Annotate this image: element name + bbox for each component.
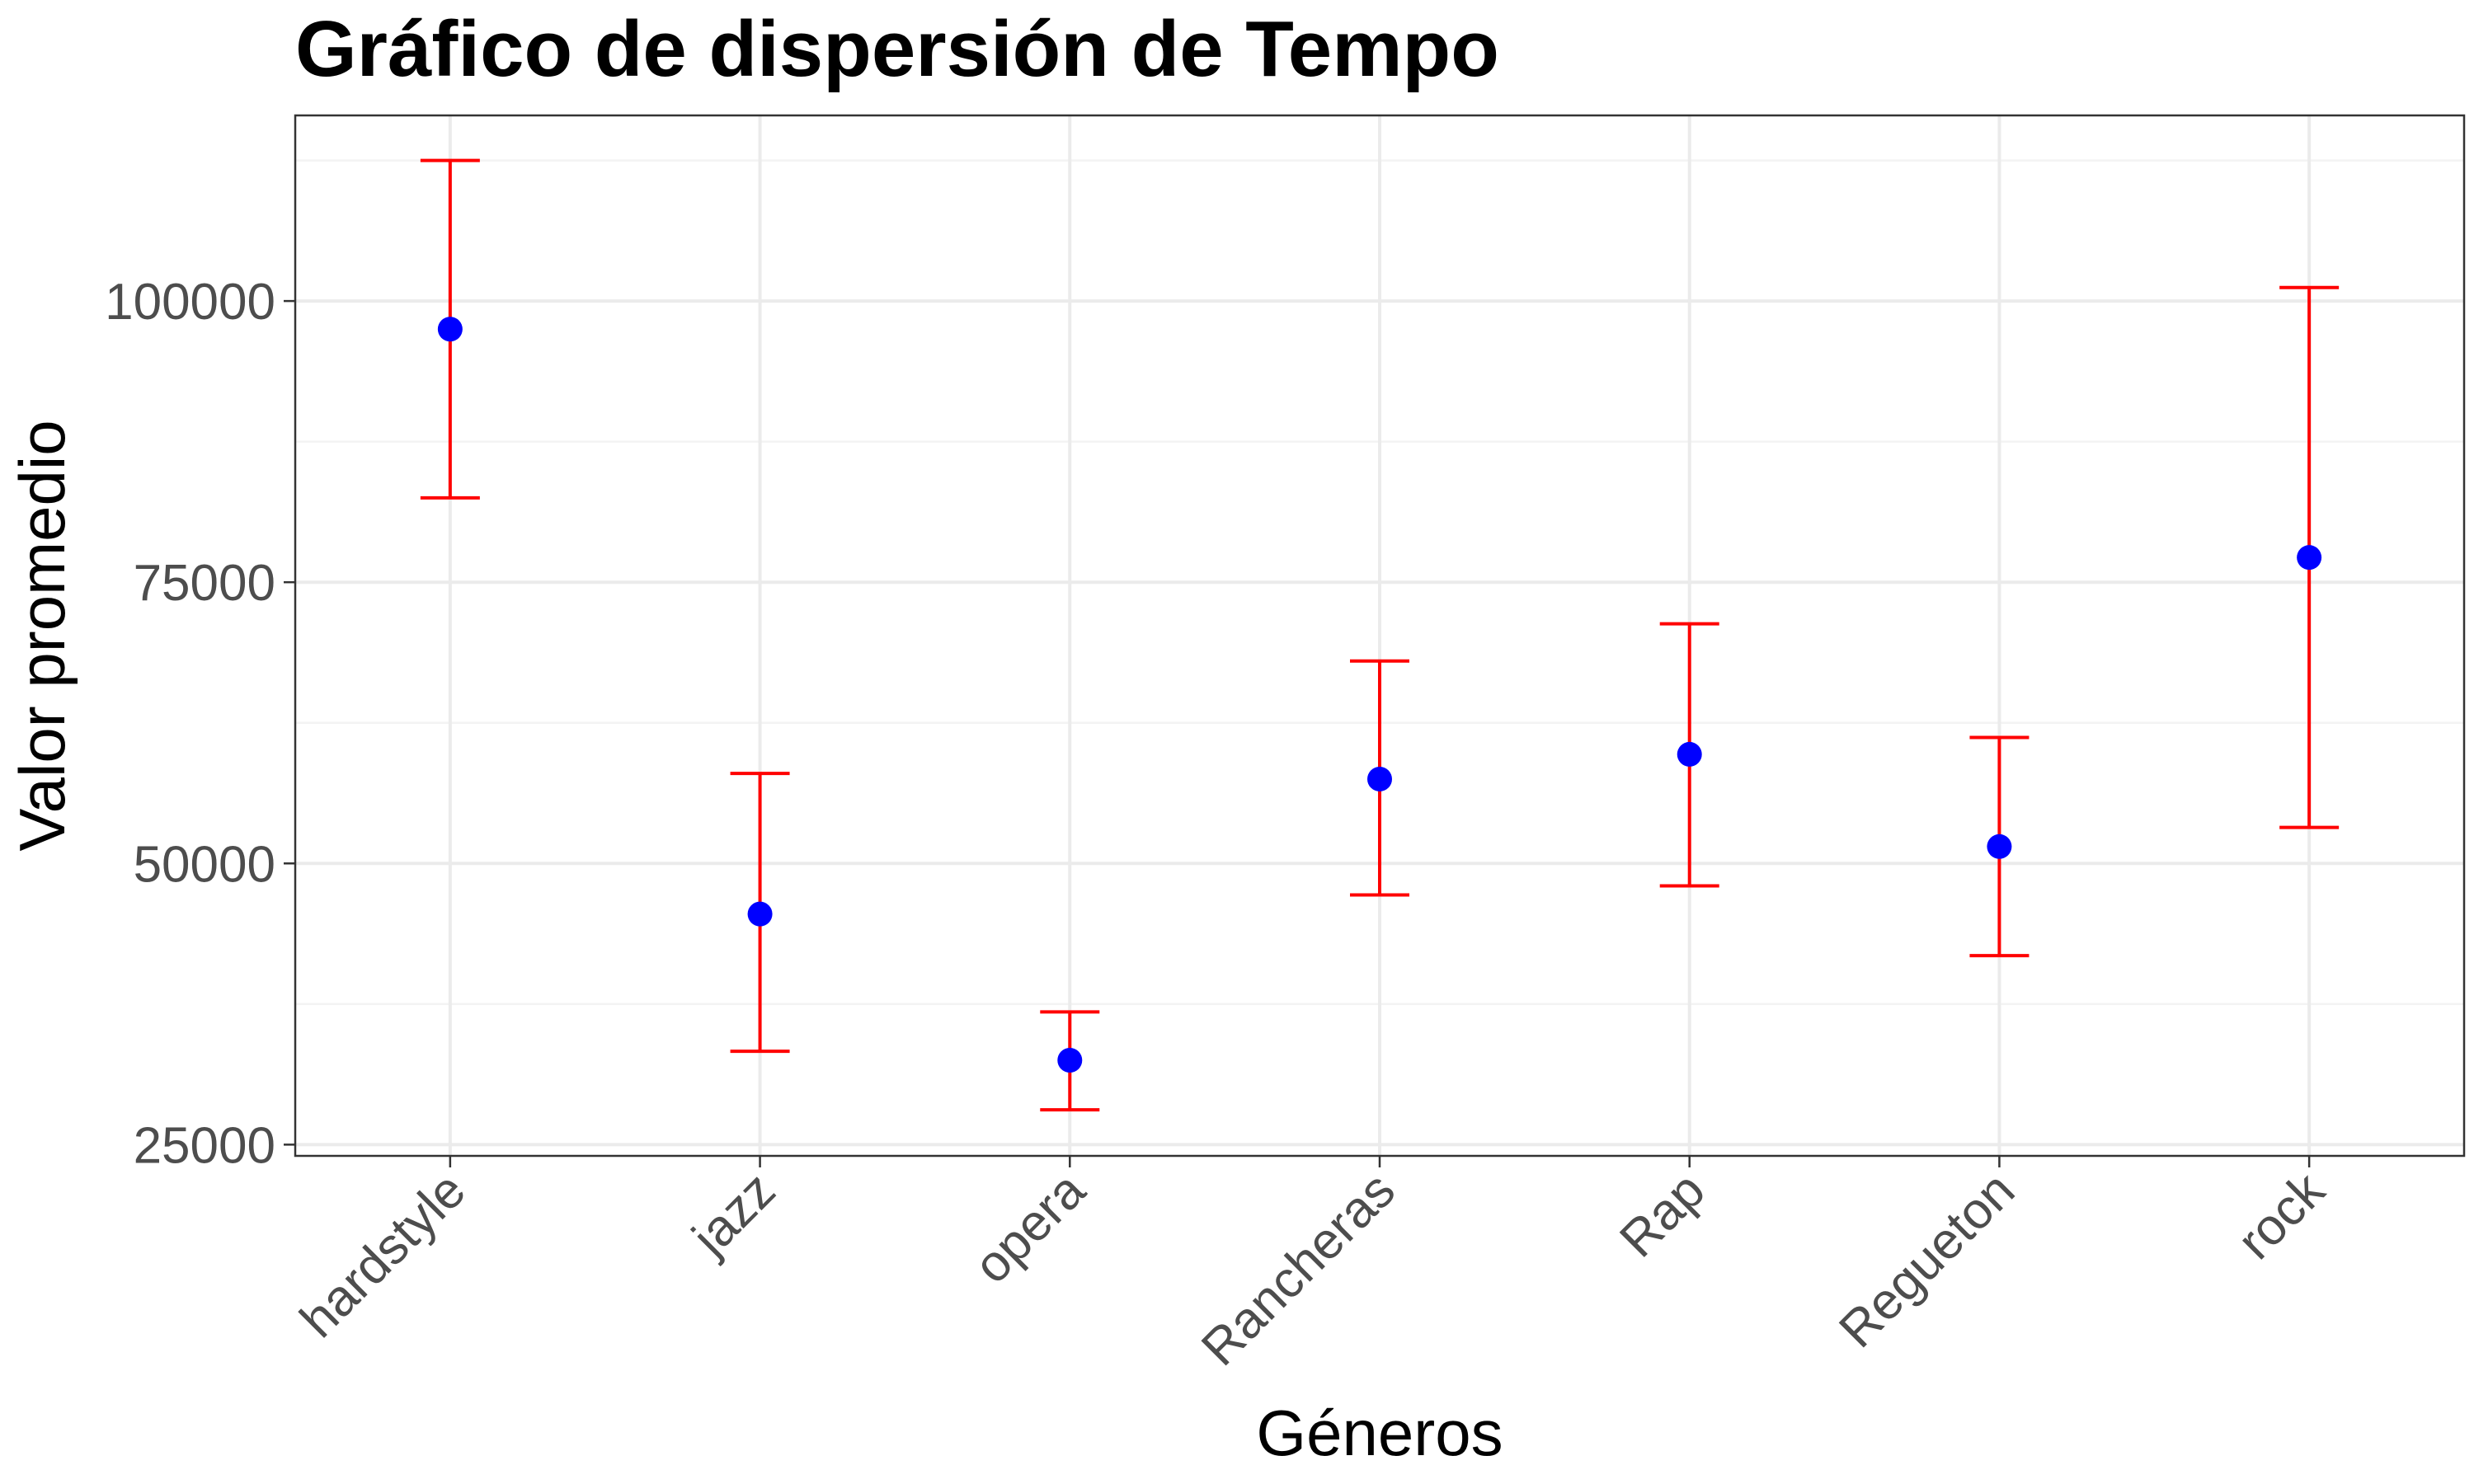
data-point bbox=[2297, 545, 2322, 571]
data-point bbox=[437, 317, 463, 342]
data-point bbox=[1987, 834, 2012, 859]
y-axis-title: Valor promedio bbox=[6, 420, 78, 851]
y-tick-label: 25000 bbox=[134, 1117, 275, 1174]
y-tick-label: 50000 bbox=[134, 836, 275, 893]
y-axis-ticks: 25000 50000 75000 100000 bbox=[105, 274, 295, 1174]
chart-title: Gráfico de dispersión de Tempo bbox=[295, 5, 1499, 93]
data-point bbox=[747, 901, 773, 927]
data-points bbox=[437, 317, 2322, 1073]
y-tick-label: 100000 bbox=[105, 274, 275, 331]
data-point bbox=[1057, 1048, 1083, 1073]
data-point bbox=[1677, 741, 1702, 767]
data-point bbox=[1367, 766, 1392, 791]
y-tick-label: 75000 bbox=[134, 555, 275, 612]
x-axis-title: Géneros bbox=[1256, 1397, 1503, 1469]
